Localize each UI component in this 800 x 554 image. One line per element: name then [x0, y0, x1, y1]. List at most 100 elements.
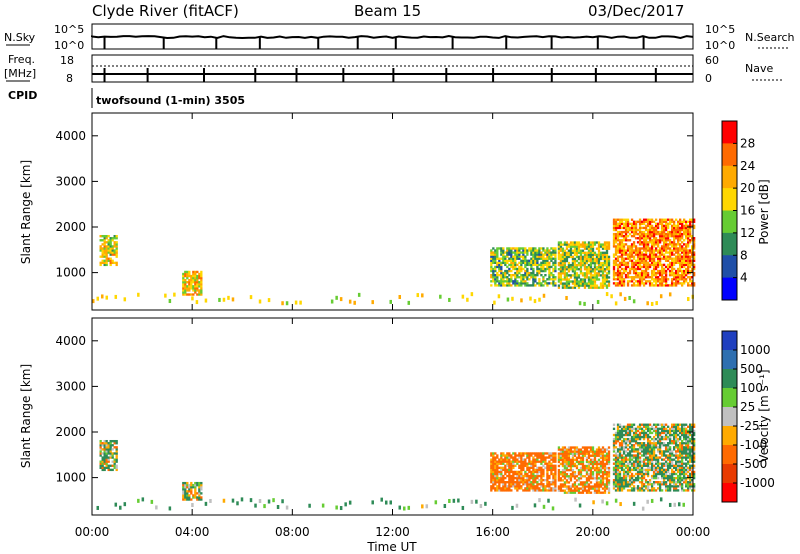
power-cell	[676, 224, 680, 228]
velocity-cell	[648, 458, 652, 461]
velocity-cell	[624, 472, 628, 476]
power-colorbar-swatch	[722, 188, 737, 211]
time-tick-label: 00:00	[75, 525, 110, 539]
velocity-cell	[494, 460, 497, 463]
velocity-cell	[670, 450, 674, 453]
velocity-cell	[650, 460, 654, 463]
velocity-cell	[530, 460, 533, 463]
velocity-cell	[498, 485, 501, 488]
power-cell	[690, 267, 694, 271]
velocity-cell	[607, 470, 611, 474]
power-cell	[593, 272, 597, 275]
power-cell	[196, 281, 199, 284]
velocity-cell	[642, 429, 646, 433]
power-cell	[591, 274, 595, 277]
velocity-cell	[634, 458, 638, 461]
power-cell	[620, 259, 624, 262]
velocity-cell	[630, 429, 634, 433]
velocity-cell	[618, 423, 622, 426]
velocity-cell	[516, 474, 519, 478]
velocity-cell	[540, 462, 543, 465]
velocity-cell	[101, 444, 104, 447]
velocity-cell	[658, 481, 662, 484]
power-cell	[514, 261, 517, 265]
velocity-cell	[680, 431, 684, 435]
power-cell	[524, 276, 527, 279]
power-cell	[676, 241, 680, 244]
power-cell	[688, 259, 692, 262]
power-cell	[628, 280, 632, 283]
velocity-cell	[674, 444, 678, 447]
velocity-cell	[103, 462, 106, 465]
velocity-cell	[542, 460, 545, 463]
power-cell	[640, 237, 644, 240]
power-cell	[542, 253, 545, 256]
velocity-cell	[690, 489, 694, 492]
power-cell	[589, 272, 593, 275]
power-cell	[654, 232, 658, 236]
power-cell	[512, 267, 515, 271]
power-cell	[626, 263, 630, 267]
velocity-cell	[561, 462, 565, 466]
power-cell	[618, 222, 622, 226]
power-cell	[200, 270, 203, 274]
velocity-cell	[557, 452, 561, 455]
velocity-cell	[658, 468, 662, 472]
power-cell	[686, 259, 690, 262]
velocity-cell	[502, 458, 505, 461]
power-cell	[550, 251, 553, 254]
velocity-cell	[190, 490, 193, 493]
velocity-cell	[184, 481, 187, 485]
power-cell	[620, 226, 624, 230]
velocity-cell	[690, 435, 694, 439]
power-cell	[494, 278, 497, 281]
power-cell	[502, 284, 505, 287]
power-cell	[502, 280, 505, 283]
velocity-cell	[107, 450, 110, 453]
power-cell	[552, 280, 555, 283]
velocity-cell	[595, 452, 599, 455]
power-cell	[624, 234, 628, 238]
velocity-cell	[618, 450, 622, 453]
power-cell	[624, 243, 628, 246]
power-cell	[614, 226, 618, 230]
power-cell	[634, 249, 638, 252]
velocity-cell	[660, 481, 664, 484]
power-cell	[107, 251, 110, 254]
velocity-cell	[583, 466, 587, 470]
velocity-cell	[583, 487, 587, 490]
power-cell	[603, 280, 607, 283]
power-cell	[666, 259, 670, 262]
power-cell	[672, 224, 676, 228]
power-cell	[614, 224, 618, 228]
power-cell	[668, 247, 672, 250]
velocity-cell	[113, 462, 116, 465]
power-cell	[188, 293, 191, 296]
power-cell	[664, 220, 668, 223]
velocity-cell	[666, 468, 670, 472]
velocity-cell	[520, 472, 523, 476]
power-cell	[676, 243, 680, 246]
power-cell	[192, 285, 195, 288]
power-cell	[680, 259, 684, 262]
velocity-cell	[520, 476, 523, 480]
velocity-cell	[603, 473, 607, 476]
power-cell	[490, 263, 493, 267]
power-cell	[644, 259, 648, 262]
velocity-cell	[532, 456, 535, 459]
power-cell	[520, 282, 523, 285]
power-cell	[680, 284, 684, 287]
velocity-cell	[640, 485, 644, 488]
velocity-cell	[500, 462, 503, 465]
power-cell	[638, 243, 642, 246]
velocity-cell	[548, 464, 551, 467]
power-cell	[113, 245, 116, 248]
power-cell	[186, 276, 189, 280]
power-cell	[528, 271, 531, 275]
power-cell	[670, 218, 674, 221]
power-cell	[672, 226, 676, 230]
power-cell	[109, 251, 112, 254]
velocity-cell	[544, 452, 547, 455]
velocity-cell	[573, 489, 577, 492]
